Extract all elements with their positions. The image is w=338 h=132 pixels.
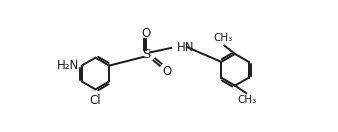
Text: O: O	[163, 65, 172, 78]
Text: H₂N: H₂N	[57, 59, 79, 72]
Text: CH₃: CH₃	[238, 95, 257, 105]
Text: CH₃: CH₃	[214, 33, 233, 43]
Text: S: S	[142, 48, 150, 61]
Text: O: O	[142, 27, 151, 40]
Text: Cl: Cl	[90, 94, 101, 107]
Text: HN: HN	[176, 41, 194, 54]
